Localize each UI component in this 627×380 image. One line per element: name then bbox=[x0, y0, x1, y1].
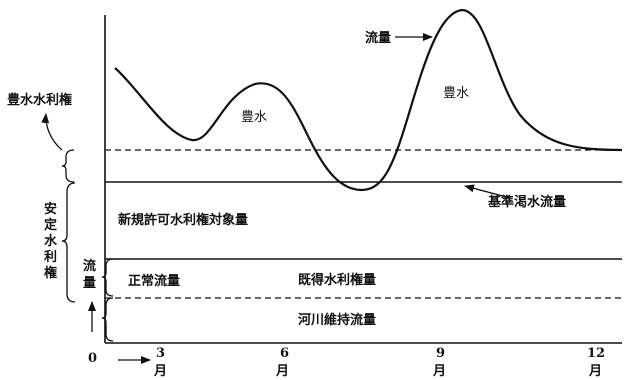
stable-water-right-brace bbox=[61, 182, 76, 303]
abundant-water-label-2: 豊水 bbox=[443, 86, 469, 101]
base-drought-arrow bbox=[464, 184, 511, 199]
river-maintenance-label: 河川維持流量 bbox=[298, 312, 376, 328]
tick-6: 6 bbox=[280, 346, 289, 361]
stable-water-right-char-2: 定 bbox=[43, 217, 57, 233]
abundant-water-right-brace bbox=[61, 149, 75, 183]
new-permit-label: 新規許可水利権対象量 bbox=[118, 212, 248, 228]
tick-12: 12 bbox=[587, 346, 605, 361]
tick-9-unit: 月 bbox=[432, 364, 446, 379]
flow-vertical-brace bbox=[101, 258, 114, 297]
tick-3-unit: 月 bbox=[153, 364, 167, 379]
stable-water-right-char-3: 水 bbox=[44, 233, 58, 249]
tick-6-unit: 月 bbox=[275, 364, 289, 379]
flow-curve bbox=[114, 8, 623, 192]
abundant-water-right-label: 豊水水利権 bbox=[7, 92, 72, 108]
stable-water-right-char-4: 利 bbox=[44, 249, 57, 265]
tick-3: 3 bbox=[156, 346, 165, 361]
tick-12-unit: 月 bbox=[588, 364, 602, 379]
flow-vertical-char-1: 流 bbox=[83, 258, 96, 274]
existing-right-label: 既得水利権量 bbox=[298, 272, 376, 288]
origin-label: 0 bbox=[88, 351, 97, 366]
base-drought-flow-label: 基準渇水流量 bbox=[487, 194, 566, 210]
stable-water-right-char-1: 安 bbox=[44, 201, 57, 217]
stable-water-right-char-5: 権 bbox=[44, 265, 57, 281]
flow-vertical-char-2: 量 bbox=[83, 276, 96, 291]
normal-flow-label: 正常流量 bbox=[128, 273, 180, 289]
normal-flow-lower-brace bbox=[101, 297, 114, 342]
tick-9: 9 bbox=[436, 346, 445, 361]
abundant-water-label-1: 豊水 bbox=[241, 110, 267, 125]
abundant-water-right-arrow bbox=[41, 113, 63, 151]
flow-label: 流量 bbox=[365, 30, 391, 46]
